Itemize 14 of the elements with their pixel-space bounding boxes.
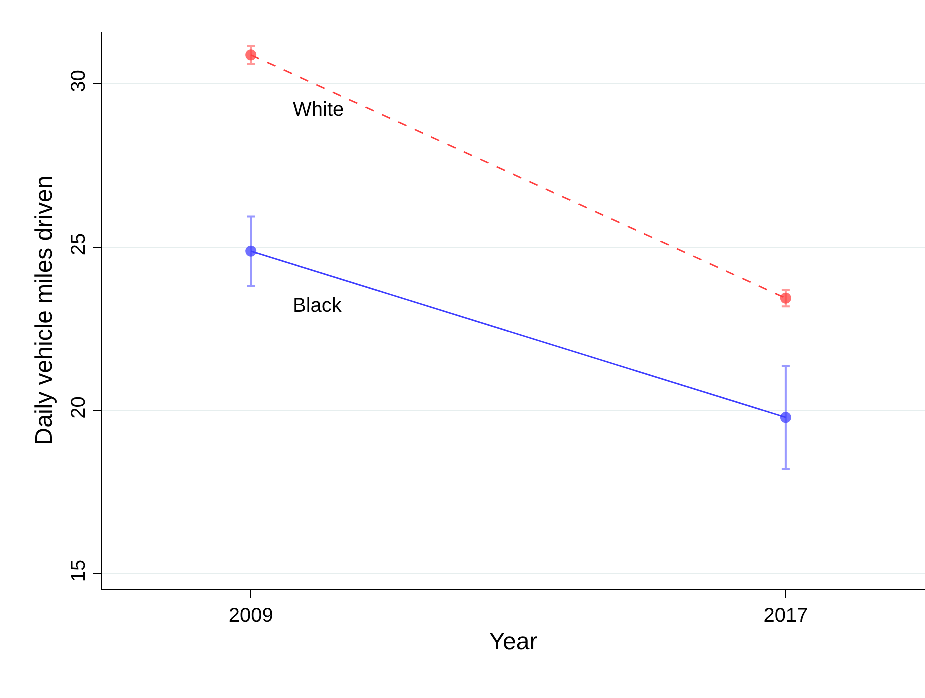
y-tick-label: 15 [68,560,90,582]
x-tick-label: 2009 [228,605,274,627]
x-axis-title: Year [489,628,538,656]
y-tick-label: 20 [68,396,90,419]
y-tick-label: 30 [68,70,90,92]
point [780,292,792,304]
point [246,246,257,257]
series-label: White [293,99,344,121]
y-axis-title: Daily vehicle miles driven [31,176,58,446]
point [780,412,792,424]
y-tick-label: 25 [68,233,90,256]
point [246,50,257,61]
x-tick-label: 2017 [764,605,808,627]
series-label: Black [293,295,343,317]
